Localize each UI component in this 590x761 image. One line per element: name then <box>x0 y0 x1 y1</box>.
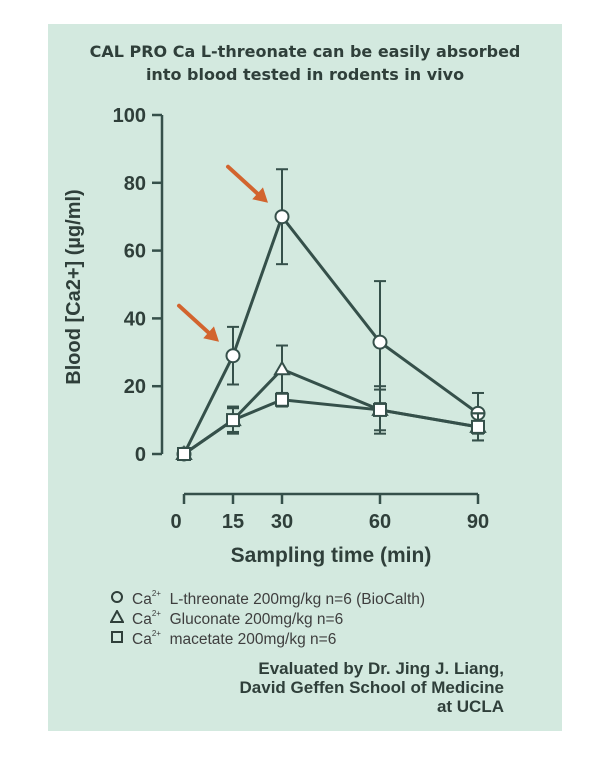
arrow-shaft <box>177 303 215 339</box>
axes: 0 20 40 60 80 100 0 15 30 60 90 <box>113 105 490 533</box>
legend-superscript: 2+ <box>151 589 161 598</box>
legend-label: macetate 200mg/kg n=6 <box>169 631 337 649</box>
x-axis-label: Sampling time (min) <box>231 544 432 567</box>
credit-line-3: at UCLA <box>436 697 504 716</box>
legend-prefix: Ca <box>132 631 152 649</box>
x-tick-label: 15 <box>222 511 244 533</box>
y-tick-label: 0 <box>135 444 146 466</box>
legend-superscript: 2+ <box>151 629 161 638</box>
y-tick-label: 60 <box>124 241 146 263</box>
data-point-circle <box>225 348 241 364</box>
legend-label: Gluconate 200mg/kg n=6 <box>169 611 344 629</box>
annotation-arrow <box>177 303 219 342</box>
series-square <box>177 385 485 461</box>
arrow-head <box>203 326 219 342</box>
title-line-2: into blood tested in rodents in vivo <box>145 65 465 84</box>
title-line-1: CAL PRO Ca L-threonate can be easily abs… <box>89 42 521 61</box>
legend: Ca2+ L-threonate 200mg/kg n=6 (BioCalth)… <box>109 586 426 649</box>
data-point-square <box>177 447 191 461</box>
legend-prefix: Ca <box>132 591 152 609</box>
chart-title: CAL PRO Ca L-threonate can be easily abs… <box>48 40 562 86</box>
legend-superscript: 2+ <box>151 609 161 618</box>
series-layer <box>175 168 487 462</box>
arrow-head <box>252 187 268 203</box>
y-tick-label: 40 <box>124 308 146 330</box>
credit-line-2: David Geffen School of Medicine <box>239 678 504 697</box>
arrows-layer <box>177 164 268 342</box>
legend-item-gluconate: Ca2+ Gluconate 200mg/kg n=6 <box>109 606 425 629</box>
circle-marker-icon <box>110 590 132 610</box>
legend-item-macetate: Ca2+ macetate 200mg/kg n=6 <box>110 626 425 649</box>
figure-panel: CAL PRO Ca L-threonate can be easily abs… <box>48 24 562 731</box>
data-point-circle <box>274 209 290 225</box>
legend-prefix: Ca <box>132 611 152 629</box>
data-point-triangle <box>273 360 291 376</box>
annotation-arrow <box>226 164 268 203</box>
data-point-square <box>226 413 240 428</box>
arrow-shaft <box>226 164 264 200</box>
x-tick-label: 0 <box>170 511 181 533</box>
y-tick-label: 20 <box>124 376 146 398</box>
x-tick-label: 30 <box>271 511 293 533</box>
x-tick-label: 90 <box>467 511 489 533</box>
chart-svg: 0 20 40 60 80 100 0 15 30 60 90 Blood [Ca2+] (µg/m… <box>63 105 490 567</box>
data-point-square <box>373 402 387 417</box>
legend-item-lthreonate: Ca2+ L-threonate 200mg/kg n=6 (BioCalth) <box>110 586 426 609</box>
x-tick-label: 60 <box>369 511 391 533</box>
credit-line-1: Evaluated by Dr. Jing J. Liang, <box>258 659 504 678</box>
data-point-circle <box>372 334 388 350</box>
y-tick-label: 80 <box>124 173 146 195</box>
data-point-square <box>471 419 485 434</box>
triangle-marker-icon <box>109 609 132 630</box>
series-circle <box>176 168 486 462</box>
series-triangle <box>175 344 487 460</box>
y-axis-label: Blood [Ca2+] (µg/ml) <box>63 189 85 384</box>
data-point-square <box>275 392 289 407</box>
y-tick-label: 100 <box>113 105 146 127</box>
legend-label: L-threonate 200mg/kg n=6 (BioCalth) <box>169 591 426 609</box>
credit-block: Evaluated by Dr. Jing J. Liang, David Ge… <box>138 659 504 716</box>
square-marker-icon <box>110 630 132 650</box>
